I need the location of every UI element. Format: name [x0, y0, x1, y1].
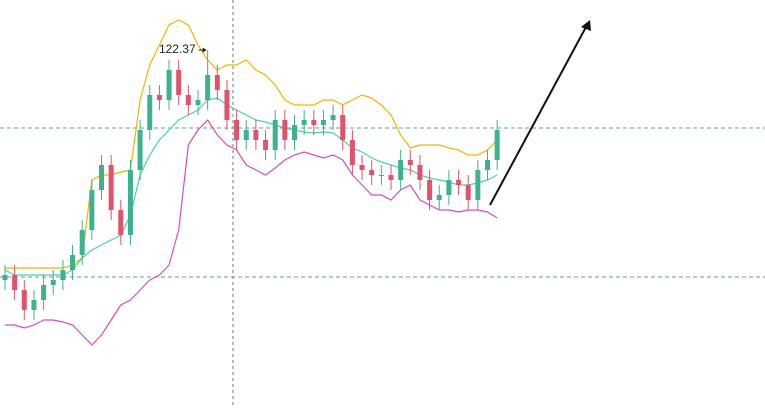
candle-body [456, 180, 462, 185]
candle-body [398, 160, 404, 180]
candle-body [465, 185, 471, 200]
candle-body [214, 75, 220, 90]
candle-body [378, 175, 384, 176]
candle-body [2, 275, 8, 280]
candle-body [263, 140, 269, 150]
candle-body [118, 210, 124, 235]
candle-body [475, 170, 481, 200]
candle-body [89, 190, 95, 230]
levels [0, 127, 765, 278]
candles [2, 50, 500, 320]
candle-body [243, 130, 249, 140]
band-line [5, 119, 498, 346]
candle-body [436, 195, 442, 200]
candle-body [12, 275, 18, 290]
candle-body [320, 120, 326, 125]
candle-body [417, 165, 423, 180]
high-pointer-head [202, 47, 207, 53]
candle-body [234, 120, 240, 140]
candle-body [427, 180, 433, 200]
annotation: 122.37 [159, 42, 207, 56]
candle-body [21, 290, 27, 310]
candle-body [330, 115, 336, 120]
candle-body [388, 175, 394, 180]
candle-body [70, 255, 76, 270]
candle-body [340, 115, 346, 140]
candle-body [60, 270, 66, 280]
candle-body [127, 170, 133, 235]
forecast-arrow [489, 20, 591, 206]
candle-body [156, 95, 162, 100]
candle-body [50, 280, 56, 285]
candle-body [311, 120, 317, 125]
high-label: 122.37 [159, 42, 196, 56]
bands [4, 19, 498, 346]
candle-body [253, 130, 259, 140]
candle-body [292, 125, 297, 140]
candle-body [205, 75, 211, 100]
candle-body [137, 130, 143, 170]
candle-body [485, 160, 490, 170]
candle-body [359, 165, 365, 170]
candle-body [349, 140, 355, 165]
candle-body [166, 70, 172, 100]
candle-body [41, 285, 47, 300]
band-line [5, 19, 498, 269]
candle-body [407, 160, 413, 165]
candle-body [282, 120, 288, 140]
candle-body [79, 230, 85, 255]
candle-body [446, 180, 452, 195]
candle-body [185, 95, 191, 105]
arrow-head [581, 20, 591, 31]
candle-body [147, 95, 153, 130]
band-line [4, 97, 498, 276]
candle-body [195, 100, 201, 105]
candle-body [31, 300, 37, 310]
candle-body [99, 165, 104, 190]
candle-body [369, 170, 375, 175]
candle-body [108, 165, 114, 210]
candle-body [272, 120, 278, 150]
candle-body [224, 90, 230, 120]
arrow-line [489, 26, 587, 206]
candle-body [176, 70, 182, 95]
candle-body [301, 120, 307, 125]
candle-body [494, 130, 500, 160]
